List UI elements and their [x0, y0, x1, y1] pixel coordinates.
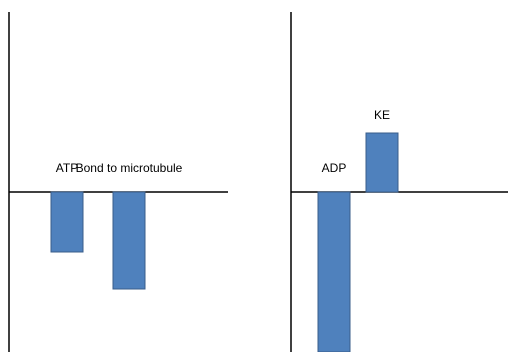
bar-atp: [50, 191, 84, 253]
category-label: KE: [374, 108, 390, 122]
category-label: Bond to microtubule: [76, 161, 183, 175]
right-bar-chart: ADP KE: [290, 12, 508, 352]
bar-bond-to-microtubule: [112, 191, 146, 290]
category-label: ADP: [322, 161, 347, 175]
category-label: ATP: [56, 161, 78, 175]
bar-adp: [317, 191, 351, 352]
bar-ke: [365, 132, 399, 193]
